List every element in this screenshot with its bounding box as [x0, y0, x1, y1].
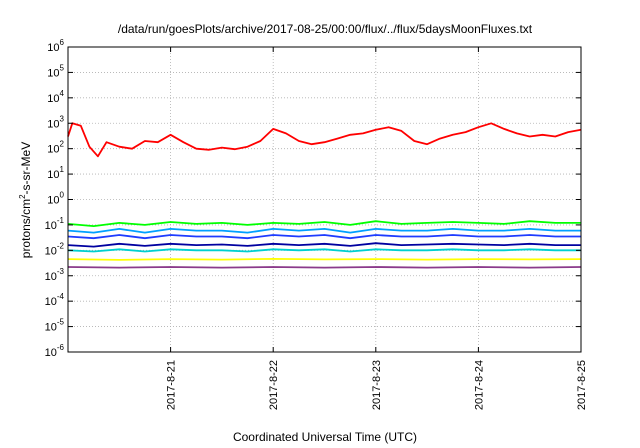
y-tick-exponent: 6	[60, 38, 65, 47]
chart-title: /data/run/goesPlots/archive/2017-08-25/0…	[118, 22, 533, 36]
y-tick-base: 10	[45, 347, 57, 359]
y-tick-base: 10	[45, 296, 57, 308]
y-tick-exponent: -3	[57, 267, 65, 276]
y-tick-base: 10	[47, 118, 59, 130]
y-tick-label: 10-1	[45, 216, 65, 232]
y-tick-exponent: 0	[60, 191, 65, 200]
plot-frame	[67, 46, 582, 353]
x-axis: 2017-8-21 2017-8-22 2017-8-23 2017-8-24 2017…	[166, 47, 588, 410]
x-tick-label: 2017-8-24	[473, 360, 485, 410]
y-tick-base: 10	[47, 169, 59, 181]
y-tick-label: 106	[47, 38, 64, 54]
y-tick-base: 10	[47, 144, 59, 156]
y-tick-exponent: 3	[60, 114, 65, 123]
y-tick-base: 10	[45, 322, 57, 334]
series-line-1	[67, 122, 582, 158]
x-tick-label: 2017-8-23	[371, 360, 383, 410]
series-line-3	[67, 227, 581, 234]
series-line-4	[67, 234, 581, 240]
y-tick-base: 10	[47, 67, 59, 79]
y-tick-exponent: -4	[57, 292, 65, 301]
y-tick-exponent: 4	[60, 89, 65, 98]
y-axis: 10-610-510-410-310-210-11001011021031041…	[45, 38, 581, 359]
x-tick-label: 2017-8-22	[268, 360, 280, 410]
y-tick-exponent: -5	[57, 318, 65, 327]
series-line-8	[67, 266, 582, 269]
y-tick-base: 10	[45, 245, 57, 257]
series-line-2	[67, 220, 581, 228]
y-axis-label: protons/cm2-s-sr-MeV	[18, 142, 33, 258]
y-tick-base: 10	[47, 42, 59, 54]
y-tick-label: 10-3	[45, 267, 65, 283]
y-axis-label-suffix: -s-sr-MeV	[19, 142, 33, 195]
y-tick-label: 105	[47, 63, 64, 79]
y-tick-exponent: 2	[60, 140, 65, 149]
series-line-6	[67, 248, 581, 253]
y-tick-label: 102	[47, 140, 64, 156]
y-tick-label: 103	[47, 114, 64, 130]
y-tick-base: 10	[47, 195, 59, 207]
x-tick-label: 2017-8-25	[576, 360, 588, 410]
y-tick-label: 10-4	[45, 292, 65, 308]
x-axis-label: Coordinated Universal Time (UTC)	[233, 430, 417, 444]
series-line-7	[67, 257, 582, 261]
y-tick-exponent: 5	[60, 63, 65, 72]
y-tick-label: 101	[47, 165, 64, 181]
y-tick-exponent: -2	[57, 241, 65, 250]
y-tick-base: 10	[45, 220, 57, 232]
y-tick-base: 10	[45, 271, 57, 283]
y-tick-base: 10	[47, 93, 59, 105]
series-group	[67, 122, 582, 269]
y-tick-exponent: 1	[60, 165, 65, 174]
x-tick-label: 2017-8-21	[166, 360, 178, 410]
grid	[68, 46, 582, 353]
y-tick-exponent: -1	[57, 216, 65, 225]
y-tick-label: 10-5	[45, 318, 65, 334]
y-tick-label: 104	[47, 89, 64, 105]
y-axis-label-prefix: protons/cm	[19, 199, 33, 258]
y-tick-label: 100	[47, 191, 64, 207]
y-tick-exponent: -6	[57, 343, 65, 352]
y-tick-label: 10-2	[45, 241, 65, 257]
y-tick-label: 10-6	[45, 343, 65, 359]
y-axis-label-superscript: 2	[18, 194, 27, 199]
series-line-5	[67, 242, 581, 248]
